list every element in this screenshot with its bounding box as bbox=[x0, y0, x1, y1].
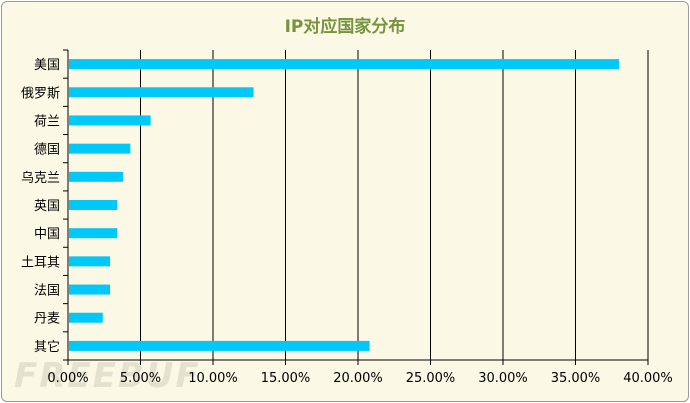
watermark-logo: FREEBUF bbox=[14, 356, 201, 396]
category-label: 丹麦 bbox=[34, 312, 60, 327]
category-label: 美国 bbox=[34, 58, 60, 73]
category-label: 俄罗斯 bbox=[21, 86, 60, 101]
chart-title: IP对应国家分布 bbox=[284, 17, 406, 37]
category-label: 中国 bbox=[34, 227, 60, 242]
bar bbox=[69, 228, 118, 239]
category-label: 其它 bbox=[34, 339, 60, 355]
x-tick-label: 35.00% bbox=[551, 371, 601, 386]
bar bbox=[69, 59, 619, 70]
bar bbox=[69, 200, 118, 210]
bar bbox=[69, 312, 103, 323]
x-tick-label: 10.00% bbox=[188, 371, 238, 386]
bar bbox=[69, 256, 111, 267]
x-tick-label: 15.00% bbox=[261, 371, 311, 386]
bar bbox=[69, 143, 131, 154]
x-tick-label: 0.00% bbox=[47, 371, 88, 386]
category-label: 土耳其 bbox=[21, 255, 60, 270]
bar bbox=[69, 284, 111, 295]
x-tick-label: 25.00% bbox=[406, 371, 456, 386]
bar bbox=[69, 171, 124, 182]
x-tick-label: 20.00% bbox=[333, 371, 383, 386]
category-label: 德国 bbox=[34, 143, 60, 158]
bar bbox=[69, 87, 254, 98]
bar bbox=[69, 115, 151, 126]
category-label: 荷兰 bbox=[34, 114, 60, 129]
category-label: 乌克兰 bbox=[21, 170, 60, 186]
bar bbox=[69, 340, 370, 351]
x-tick-label: 40.00% bbox=[623, 371, 673, 386]
x-tick-label: 30.00% bbox=[478, 371, 528, 386]
x-tick-label: 5.00% bbox=[120, 371, 161, 386]
category-label: 法国 bbox=[34, 284, 60, 299]
category-label: 英国 bbox=[34, 199, 60, 214]
